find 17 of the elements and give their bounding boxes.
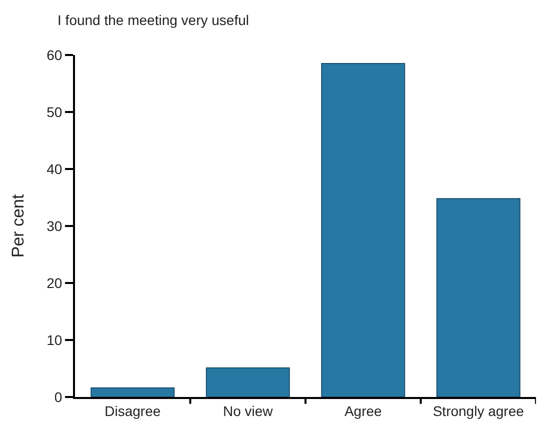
bar	[90, 387, 175, 397]
x-tick-label: Strongly agree	[432, 402, 524, 419]
y-tick-label: 30	[46, 218, 62, 234]
y-tick-label: 10	[46, 332, 62, 348]
bar	[206, 367, 290, 397]
bar	[436, 198, 520, 397]
y-tick-label: 40	[46, 160, 62, 177]
y-tick-label: 50	[46, 104, 62, 120]
y-tick-label: 60	[46, 46, 62, 63]
chart-title: I found the meeting very useful	[58, 12, 249, 28]
y-axis-title: Per cent	[8, 194, 28, 258]
x-tick-label: No view	[222, 402, 274, 419]
x-tick-label: Disagree	[104, 402, 161, 419]
x-tick-label: Agree	[344, 402, 382, 419]
y-tick-label: 0	[54, 388, 62, 405]
y-tick-label: 20	[46, 274, 62, 291]
bar	[321, 63, 406, 397]
